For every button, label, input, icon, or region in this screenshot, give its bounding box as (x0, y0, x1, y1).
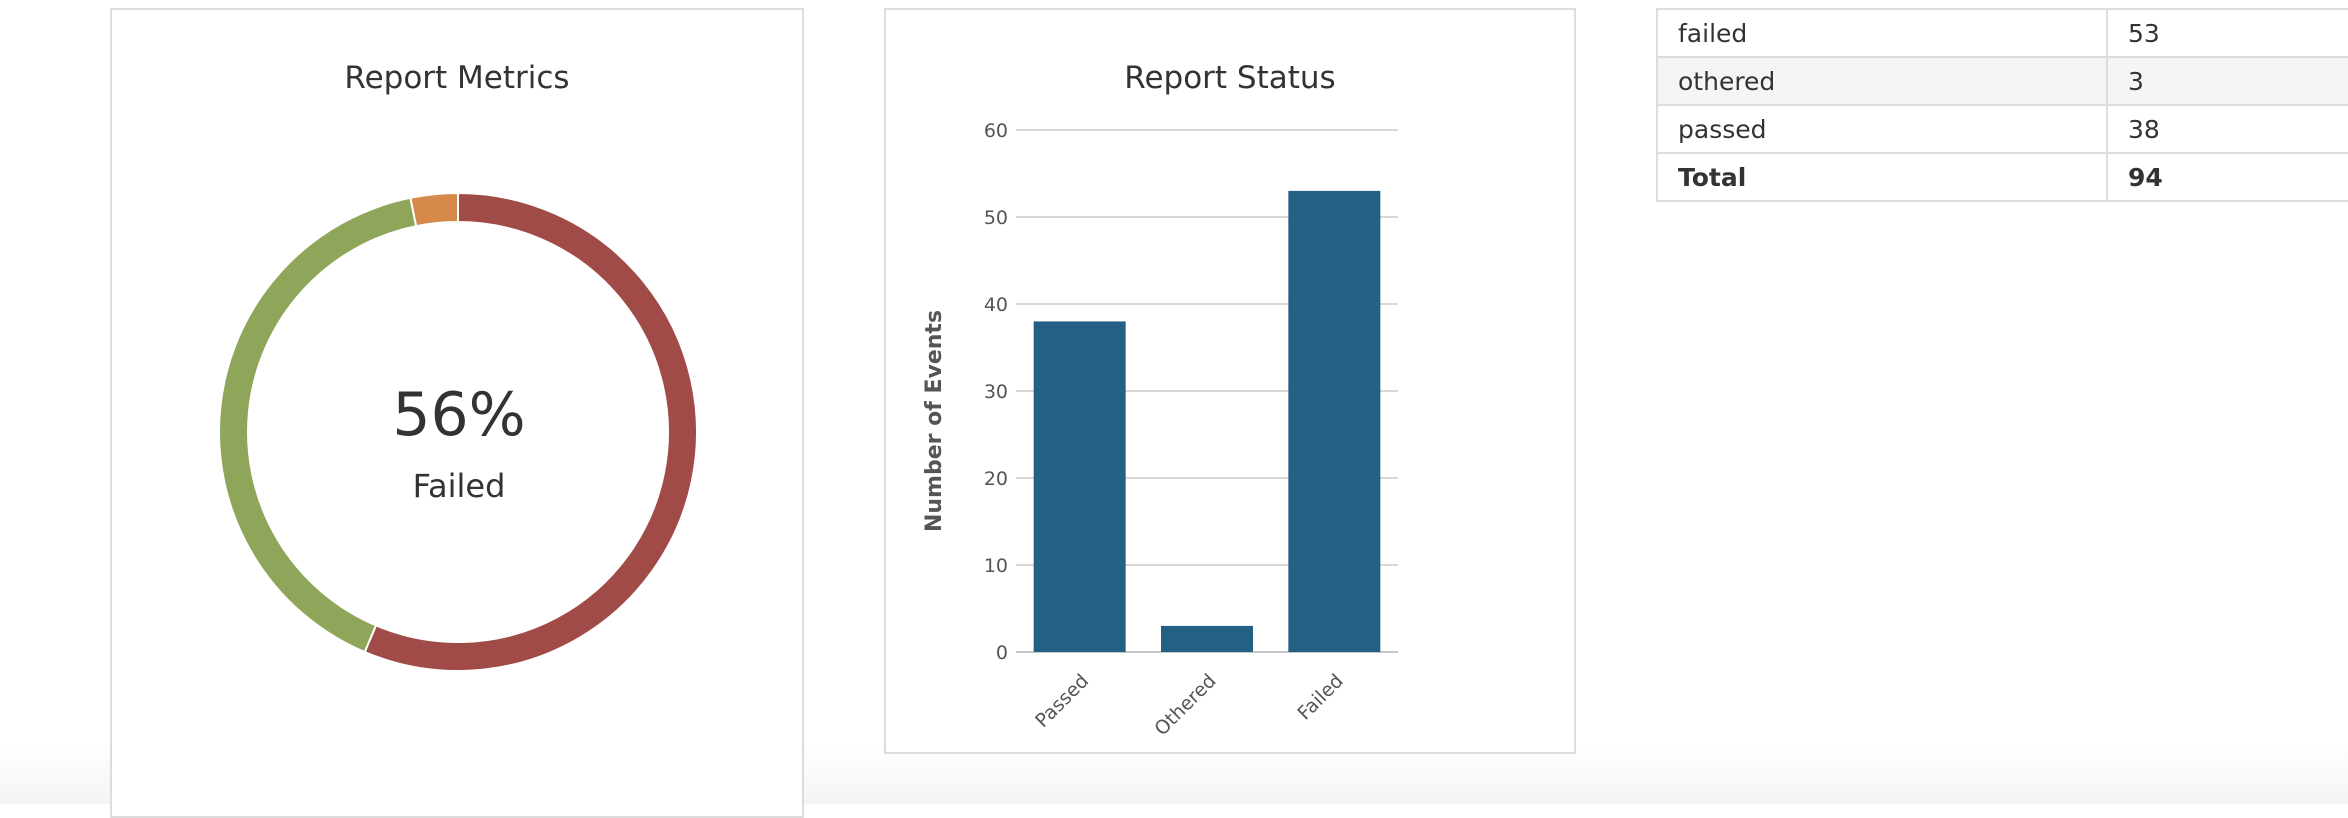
report-status-title: Report Status (1124, 60, 1336, 96)
table-cell-value: 3 (2106, 56, 2348, 106)
y-tick-label: 0 (996, 642, 1008, 664)
table-row: othered 3 (1656, 56, 2348, 106)
report-metrics-panel: Report Metrics 56% Failed (110, 8, 804, 818)
report-metrics-title: Report Metrics (344, 60, 570, 96)
table-total-label: Total (1656, 152, 2108, 202)
table-row: passed 38 (1656, 104, 2348, 154)
x-tick-label: Passed (1031, 670, 1093, 732)
x-tick-label: Failed (1293, 670, 1348, 725)
table-cell-value: 53 (2106, 8, 2348, 58)
bar-chart-svg: 0 10 20 30 40 50 60 Number of Events Passed Other… (922, 120, 1398, 740)
y-axis-title: Number of Events (922, 310, 947, 532)
table-total-row: Total 94 (1656, 152, 2348, 202)
donut-chart: 56% Failed (112, 10, 806, 710)
y-tick-label: 30 (984, 381, 1008, 403)
status-summary-table: failed 53 othered 3 passed 38 Total 94 (1656, 8, 2348, 202)
y-tick-label: 20 (984, 468, 1008, 490)
table-row: failed 53 (1656, 8, 2348, 58)
table-cell-name: passed (1656, 104, 2108, 154)
table-cell-name: failed (1656, 8, 2108, 58)
donut-slice-othered[interactable] (409, 191, 459, 228)
table-total-value: 94 (2106, 152, 2348, 202)
bar-failed[interactable] (1288, 190, 1381, 652)
bar-passed[interactable] (1033, 321, 1126, 652)
donut-center-label: Failed (412, 467, 506, 505)
x-tick-label: Othered (1150, 670, 1220, 740)
donut-chart-svg (218, 191, 698, 672)
y-tick-label: 40 (984, 294, 1008, 316)
y-tick-label: 50 (984, 207, 1008, 229)
donut-center-value: 56% (392, 380, 526, 450)
y-tick-label: 60 (984, 120, 1008, 142)
report-status-panel: Report Status 0 10 20 30 40 50 60 Number of Eve… (884, 8, 1576, 754)
bar-othered[interactable] (1161, 625, 1253, 652)
table-cell-value: 38 (2106, 104, 2348, 154)
y-tick-label: 10 (984, 555, 1008, 577)
table-cell-name: othered (1656, 56, 2108, 106)
